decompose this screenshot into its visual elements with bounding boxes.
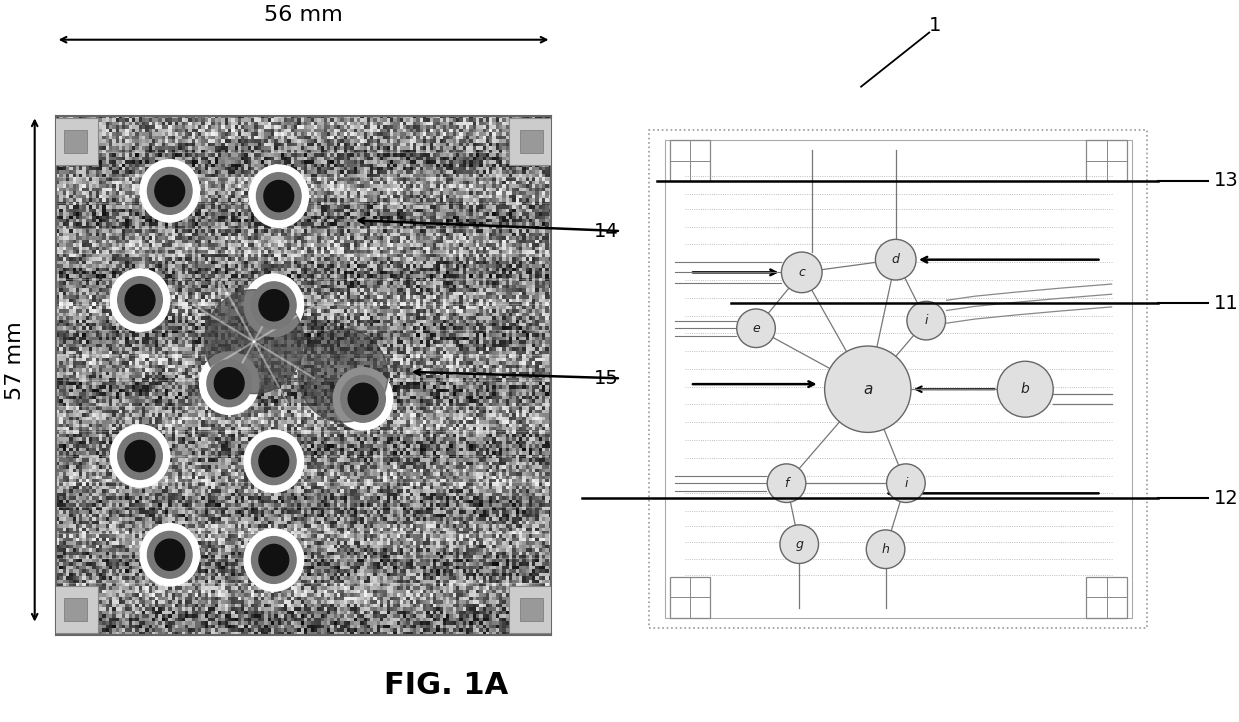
Text: 1: 1 (929, 16, 942, 35)
Circle shape (147, 531, 192, 578)
Circle shape (204, 290, 304, 393)
Bar (509, 118, 554, 165)
Circle shape (259, 445, 289, 477)
Circle shape (876, 240, 916, 280)
Circle shape (767, 464, 805, 503)
Circle shape (125, 284, 155, 316)
Text: FIG. 1A: FIG. 1A (384, 671, 508, 700)
Circle shape (737, 309, 776, 347)
Circle shape (118, 277, 162, 323)
Circle shape (997, 361, 1053, 417)
Bar (1087, 140, 1127, 181)
Circle shape (259, 544, 289, 575)
Text: 57 mm: 57 mm (5, 321, 25, 401)
Text: d: d (892, 253, 900, 266)
Circle shape (125, 440, 155, 471)
Circle shape (207, 360, 252, 406)
Circle shape (252, 536, 296, 583)
Text: 12: 12 (1214, 489, 1239, 508)
Bar (64, 130, 87, 153)
Circle shape (333, 367, 393, 430)
Circle shape (866, 530, 904, 568)
Circle shape (214, 367, 244, 399)
Text: i: i (904, 477, 908, 490)
Circle shape (825, 346, 911, 432)
Circle shape (140, 523, 199, 586)
Circle shape (110, 425, 170, 487)
Bar (520, 130, 543, 153)
Text: 56 mm: 56 mm (264, 5, 343, 25)
Circle shape (110, 269, 170, 331)
Text: g: g (795, 538, 803, 551)
Circle shape (341, 375, 385, 422)
Circle shape (348, 383, 378, 414)
Circle shape (155, 175, 185, 206)
Circle shape (147, 168, 192, 214)
Circle shape (256, 173, 301, 219)
Text: e: e (752, 322, 760, 335)
Circle shape (907, 301, 945, 340)
Circle shape (249, 165, 309, 227)
Text: h: h (882, 543, 890, 556)
Circle shape (252, 282, 296, 329)
Bar (53, 586, 98, 632)
Circle shape (118, 432, 162, 479)
Circle shape (244, 274, 304, 336)
Circle shape (155, 539, 185, 570)
Text: f: f (784, 477, 789, 490)
Circle shape (259, 290, 289, 321)
Bar (1087, 577, 1127, 618)
Circle shape (244, 430, 304, 492)
Bar (64, 598, 87, 621)
Bar (509, 586, 554, 632)
Text: 13: 13 (1214, 171, 1239, 190)
Text: a: a (864, 382, 872, 396)
Text: 15: 15 (593, 369, 618, 388)
Circle shape (782, 252, 823, 292)
Text: c: c (798, 266, 805, 279)
Circle shape (244, 529, 304, 591)
Circle shape (299, 329, 388, 422)
Circle shape (779, 525, 819, 563)
Bar (669, 577, 710, 618)
Bar (53, 118, 98, 165)
Circle shape (199, 352, 259, 414)
Circle shape (140, 160, 199, 222)
Text: 11: 11 (1214, 294, 1239, 313)
Text: i: i (924, 314, 928, 327)
Bar (669, 140, 710, 181)
Bar (520, 598, 543, 621)
Circle shape (887, 464, 926, 503)
Text: b: b (1021, 382, 1030, 396)
Circle shape (264, 180, 294, 212)
Text: 14: 14 (593, 222, 618, 240)
Circle shape (252, 438, 296, 484)
